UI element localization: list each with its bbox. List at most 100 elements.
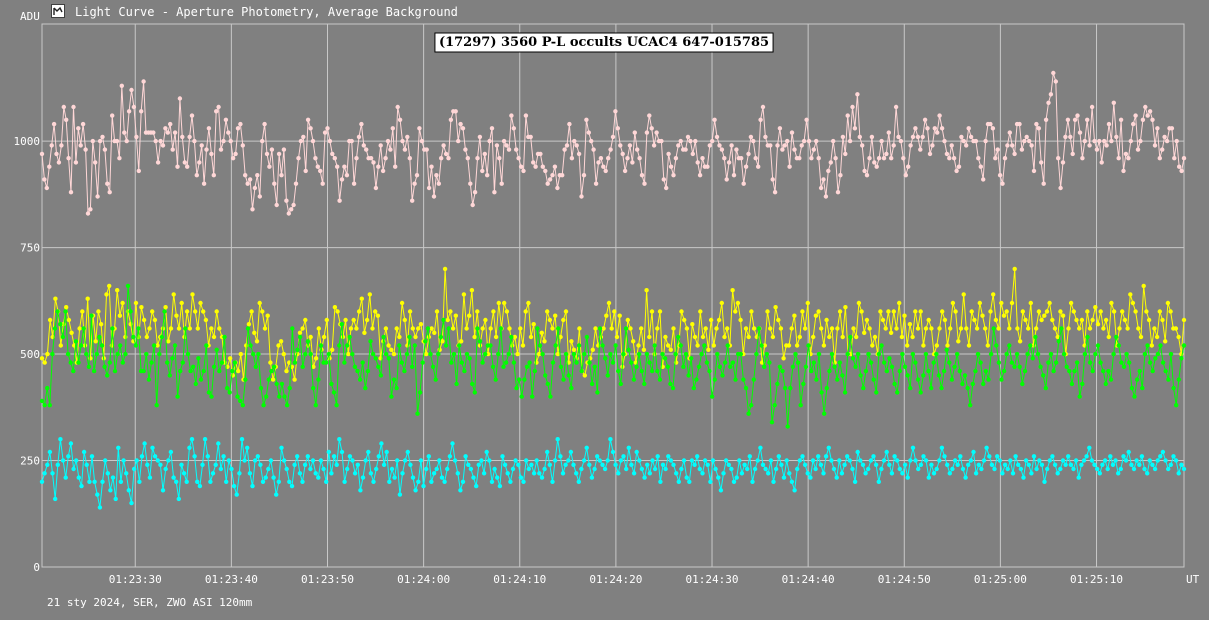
data-point bbox=[203, 317, 209, 323]
data-point bbox=[247, 471, 253, 476]
data-point bbox=[188, 368, 193, 374]
data-point bbox=[612, 309, 617, 314]
data-point bbox=[984, 445, 989, 450]
data-point bbox=[866, 466, 871, 472]
data-point bbox=[889, 364, 895, 369]
data-point bbox=[74, 458, 79, 463]
data-point bbox=[450, 326, 456, 331]
data-point bbox=[284, 368, 289, 374]
data-point bbox=[722, 334, 727, 340]
data-point bbox=[1174, 403, 1179, 408]
data-point bbox=[955, 462, 960, 467]
data-point bbox=[378, 373, 384, 378]
data-point bbox=[139, 454, 145, 459]
data-point bbox=[718, 488, 724, 493]
data-point bbox=[1118, 117, 1124, 123]
data-point bbox=[942, 317, 948, 323]
data-point bbox=[582, 373, 587, 378]
data-point bbox=[1177, 164, 1182, 169]
data-point bbox=[1145, 113, 1150, 118]
data-point bbox=[496, 300, 501, 306]
data-point bbox=[930, 143, 935, 148]
data-point bbox=[863, 471, 868, 476]
data-point bbox=[1090, 317, 1095, 323]
data-point bbox=[616, 368, 621, 374]
data-point bbox=[826, 445, 831, 450]
data-point bbox=[708, 317, 714, 323]
data-point bbox=[1108, 454, 1113, 459]
data-point bbox=[1169, 126, 1175, 131]
data-point bbox=[866, 351, 871, 357]
data-point bbox=[1001, 313, 1007, 318]
data-point bbox=[1063, 134, 1068, 140]
data-point bbox=[918, 147, 923, 152]
data-point bbox=[124, 138, 129, 144]
data-point bbox=[821, 343, 827, 348]
data-point bbox=[1052, 326, 1058, 331]
data-point bbox=[59, 143, 64, 148]
data-point bbox=[971, 449, 976, 455]
y-tick-label: 1000 bbox=[14, 135, 41, 148]
data-point bbox=[897, 300, 902, 306]
data-point bbox=[1014, 351, 1020, 357]
data-point bbox=[395, 458, 400, 463]
data-point bbox=[1100, 462, 1105, 467]
data-point bbox=[266, 466, 271, 472]
data-point bbox=[436, 181, 441, 186]
data-point bbox=[1079, 317, 1085, 323]
data-point bbox=[324, 317, 329, 323]
data-point bbox=[1038, 364, 1043, 369]
data-point bbox=[731, 479, 737, 484]
data-point bbox=[1141, 283, 1146, 289]
data-point bbox=[1058, 466, 1063, 472]
data-point bbox=[642, 475, 647, 480]
data-point bbox=[1047, 458, 1053, 463]
data-point bbox=[214, 347, 219, 352]
data-point bbox=[574, 471, 579, 476]
data-point bbox=[685, 134, 691, 140]
data-point bbox=[386, 343, 391, 348]
data-point bbox=[361, 143, 366, 148]
title-bar: Light Curve - Aperture Photometry, Avera… bbox=[0, 0, 1209, 24]
data-point bbox=[240, 143, 245, 148]
data-point bbox=[595, 390, 600, 395]
observation-info: 21 sty 2024, SER, ZWO ASI 120mm bbox=[47, 596, 253, 609]
data-point bbox=[601, 326, 606, 331]
data-point bbox=[827, 368, 832, 374]
data-point bbox=[855, 449, 860, 455]
data-point bbox=[457, 343, 462, 348]
data-point bbox=[773, 466, 779, 472]
data-point bbox=[322, 130, 328, 135]
data-point bbox=[589, 138, 594, 144]
data-point bbox=[255, 173, 260, 178]
data-point bbox=[352, 471, 358, 476]
data-point bbox=[642, 381, 647, 387]
data-point bbox=[516, 156, 521, 161]
data-point bbox=[399, 360, 404, 365]
data-point bbox=[671, 173, 676, 178]
data-point bbox=[523, 309, 528, 314]
data-point bbox=[95, 194, 100, 199]
data-point bbox=[476, 462, 481, 467]
data-point bbox=[1098, 309, 1103, 314]
data-point bbox=[257, 194, 262, 199]
data-point bbox=[840, 373, 845, 378]
data-point bbox=[271, 475, 276, 480]
data-point bbox=[197, 483, 203, 489]
data-point bbox=[831, 138, 836, 144]
data-point bbox=[941, 368, 947, 374]
data-point bbox=[644, 288, 649, 293]
data-point bbox=[110, 326, 115, 331]
data-point bbox=[762, 343, 767, 348]
data-point bbox=[277, 394, 282, 399]
data-point bbox=[249, 309, 254, 314]
data-point bbox=[569, 339, 574, 344]
data-point bbox=[1080, 381, 1085, 387]
data-point bbox=[187, 445, 192, 450]
data-point bbox=[134, 134, 139, 140]
data-point bbox=[581, 173, 587, 178]
data-point bbox=[563, 309, 569, 314]
data-point bbox=[545, 449, 550, 455]
data-point bbox=[712, 117, 717, 123]
data-point bbox=[356, 309, 362, 314]
